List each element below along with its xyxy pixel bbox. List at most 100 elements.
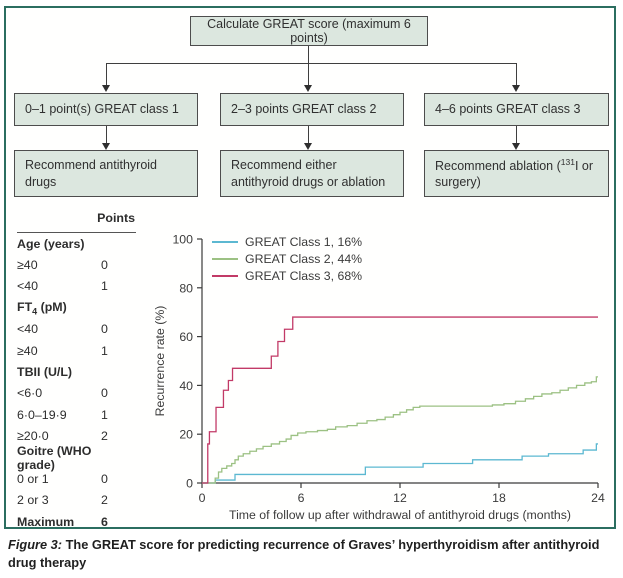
connector-line [105, 63, 107, 85]
row-points: 1 [101, 279, 108, 294]
legend-label-class3: GREAT Class 3, 68% [245, 268, 363, 283]
table-row: Maximum 6 [17, 511, 136, 532]
connector-line [308, 126, 310, 143]
chart-legend: GREAT Class 1, 16% GREAT Class 2, 44% GR… [212, 233, 362, 284]
row-label: 6·0–19·9 [17, 407, 67, 422]
table-row: Age (years) [17, 233, 136, 254]
arrowhead-icon [101, 85, 110, 92]
row-label: ≥40 [17, 258, 38, 273]
recurrence-chart-svg: 0 6 12 18 24 0 20 40 60 80 100 Time of follow up af… [153, 233, 605, 523]
legend-line-class1-icon [212, 240, 238, 243]
row-points: 0 [101, 386, 108, 401]
legend-item: GREAT Class 3, 68% [212, 267, 362, 284]
figure-caption-label: Figure 3: [8, 537, 63, 552]
legend-label-class2: GREAT Class 2, 44% [245, 251, 363, 266]
table-row: <6·0 0 [17, 383, 136, 404]
recommendation2-label: Recommend either antithyroid drugs or ab… [231, 158, 386, 189]
row-points: 0 [101, 258, 108, 273]
flowchart-root-label: Calculate GREAT score (maximum 6 points) [207, 17, 411, 45]
x-tick-label: 18 [492, 491, 506, 505]
connector-line [106, 63, 517, 65]
recommendation3-label: Recommend ablation (131I or surgery) [435, 156, 594, 190]
table-row: ≥40 0 [17, 254, 136, 275]
row-points: 2 [101, 493, 108, 508]
table-row: TBII (U/L) [17, 361, 136, 382]
connector-line [308, 63, 310, 85]
y-tick-label: 60 [179, 330, 193, 344]
recommendation3-box: Recommend ablation (131I or surgery) [424, 150, 609, 197]
table-row: <40 1 [17, 276, 136, 297]
row-label: <6·0 [17, 386, 43, 401]
series-line-class3 [202, 316, 598, 484]
row-label: Age (years) [17, 236, 85, 251]
row-label: FT4 (pM) [17, 299, 67, 317]
arrowhead-icon [101, 143, 110, 150]
row-label: 0 or 1 [17, 471, 49, 486]
x-tick-label: 0 [199, 491, 206, 505]
arrowhead-icon [512, 85, 520, 92]
y-tick-label: 40 [179, 379, 193, 393]
row-label: ≥40 [17, 343, 38, 358]
table-header-rule [17, 232, 136, 233]
row-label: 2 or 3 [17, 493, 49, 508]
table-row: 2 or 3 2 [17, 490, 136, 511]
legend-line-class2-icon [212, 257, 238, 260]
legend-label-class1: GREAT Class 1, 16% [245, 234, 363, 249]
class3-label: 4–6 points GREAT class 3 [435, 102, 581, 117]
class3-box: 4–6 points GREAT class 3 [424, 93, 609, 126]
great-score-table: Points Age (years) ≥40 0 <40 1 FT4 (pM) <40 0 ≥4… [17, 211, 136, 532]
figure-caption-text: The GREAT score for predicting recurrenc… [8, 537, 600, 570]
connector-line [516, 63, 518, 85]
series-line-class2 [202, 376, 598, 484]
row-points: 1 [101, 343, 108, 358]
class2-label: 2–3 points GREAT class 2 [231, 102, 377, 117]
row-points: 1 [101, 407, 108, 422]
recommendation2-box: Recommend either antithyroid drugs or ab… [220, 150, 404, 197]
x-axis-title: Time of follow up after withdrawal of an… [229, 508, 571, 522]
table-row: 6·0–19·9 1 [17, 404, 136, 425]
y-tick-label: 0 [186, 477, 193, 491]
score-table-body: Age (years) ≥40 0 <40 1 FT4 (pM) <40 0 ≥40 1 TBII … [17, 233, 136, 532]
flowchart-root-box: Calculate GREAT score (maximum 6 points) [190, 16, 428, 46]
row-points: 0 [101, 322, 108, 337]
connector-line [308, 46, 310, 63]
x-tick-label: 12 [393, 491, 407, 505]
row-points: 6 [101, 514, 108, 529]
class1-label: 0–1 point(s) GREAT class 1 [25, 102, 179, 117]
recommendation1-label: Recommend antithyroid drugs [25, 158, 158, 189]
arrowhead-icon [304, 85, 312, 92]
points-column-header: Points [97, 211, 135, 225]
recommendation1-box: Recommend antithyroid drugs [14, 150, 198, 197]
class1-box: 0–1 point(s) GREAT class 1 [14, 93, 198, 126]
connector-line [105, 126, 107, 143]
table-row: <40 0 [17, 319, 136, 340]
table-row: ≥20·0 2 [17, 426, 136, 447]
legend-line-class3-icon [212, 274, 238, 277]
y-axis-title: Recurrence rate (%) [153, 306, 167, 417]
row-label: Goitre (WHO grade) [17, 443, 92, 472]
x-tick-label: 24 [591, 491, 605, 505]
y-tick-label: 20 [179, 428, 193, 442]
x-tick-label: 6 [298, 491, 305, 505]
row-label: Maximum [17, 514, 75, 529]
row-label: ≥20·0 [17, 429, 49, 444]
row-points: 0 [101, 471, 108, 486]
table-row: FT4 (pM) [17, 297, 136, 318]
y-tick-label: 100 [172, 233, 193, 247]
legend-item: GREAT Class 2, 44% [212, 250, 362, 267]
table-row: 0 or 1 0 [17, 468, 136, 489]
row-label: <40 [17, 322, 39, 337]
row-points: 2 [101, 429, 108, 444]
arrowhead-icon [512, 143, 520, 150]
table-row: ≥40 1 [17, 340, 136, 361]
row-label: <40 [17, 279, 39, 294]
row-label: TBII (U/L) [17, 365, 73, 380]
isotope-superscript: 131 [560, 156, 575, 167]
y-tick-label: 80 [179, 281, 193, 295]
figure-caption: Figure 3: The GREAT score for predicting… [8, 536, 604, 572]
connector-line [516, 126, 518, 143]
arrowhead-icon [304, 143, 312, 150]
table-row: Goitre (WHO grade) [17, 444, 136, 472]
class2-box: 2–3 points GREAT class 2 [220, 93, 404, 126]
